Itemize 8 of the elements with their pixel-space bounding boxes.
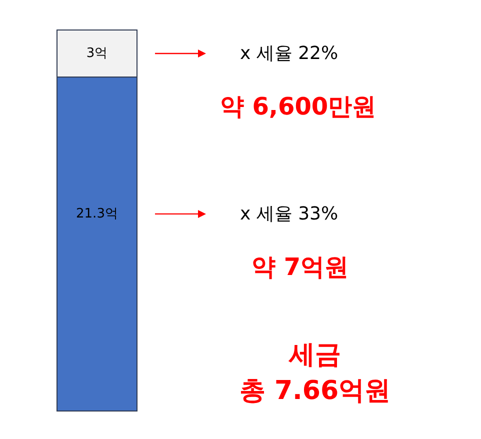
data-label: 21.3억: [76, 206, 118, 222]
text: 세금: [288, 340, 341, 370]
text: 약 7억원: [251, 252, 349, 281]
text: 총 7.66억원: [239, 376, 391, 406]
text: x 세율 33%: [240, 203, 338, 224]
text: x 세율 22%: [240, 43, 338, 64]
text: 약 6,600만원: [220, 92, 376, 121]
data-label: 3억: [86, 46, 108, 62]
